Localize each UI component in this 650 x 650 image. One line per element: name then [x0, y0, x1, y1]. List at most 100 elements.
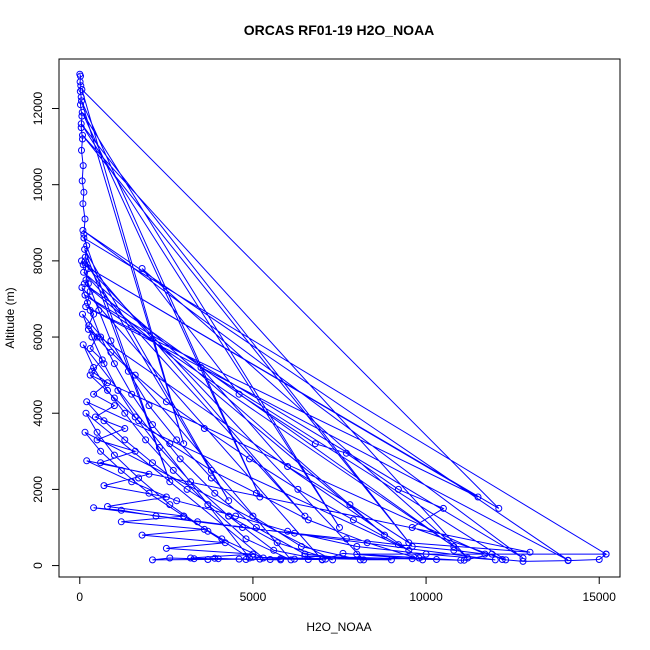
data-point	[519, 557, 527, 565]
data-point	[200, 425, 208, 432]
data-point	[235, 555, 243, 563]
data-point	[86, 345, 94, 352]
data-point	[81, 245, 89, 253]
data-point	[166, 554, 174, 562]
data-point	[91, 413, 99, 421]
data-point	[104, 503, 111, 510]
data-point	[78, 146, 85, 154]
data-point	[249, 550, 257, 558]
data-point	[90, 390, 98, 398]
y-tick-label: 4000	[31, 400, 45, 427]
data-point	[183, 485, 191, 493]
data-point	[422, 550, 430, 558]
data-point	[408, 524, 416, 531]
data-point	[252, 489, 260, 497]
data-point	[180, 440, 188, 448]
data-point	[329, 556, 337, 564]
data-point	[83, 398, 91, 406]
data-point	[79, 310, 86, 318]
data-point	[387, 556, 395, 564]
data-point	[80, 280, 88, 288]
data-point	[242, 556, 250, 563]
data-point	[88, 333, 96, 341]
data-point	[166, 478, 174, 486]
data-point	[235, 390, 243, 398]
y-tick-label: 12000	[31, 92, 45, 126]
data-point	[176, 455, 184, 463]
data-point	[273, 539, 281, 547]
data-point	[107, 337, 115, 345]
y-tick-label: 6000	[31, 323, 45, 350]
data-point	[121, 436, 129, 444]
data-point	[100, 417, 108, 425]
data-point	[287, 556, 295, 564]
data-point	[218, 535, 226, 543]
data-point	[498, 556, 506, 563]
data-point	[495, 504, 503, 512]
data-point	[84, 265, 92, 272]
data-point	[595, 556, 603, 563]
data-point	[86, 371, 94, 379]
data-point	[97, 459, 105, 467]
data-point	[564, 557, 572, 565]
data-point	[242, 535, 250, 543]
data-point	[439, 504, 447, 512]
data-point	[284, 463, 292, 470]
data-point	[80, 188, 88, 196]
data-point	[97, 333, 105, 341]
data-point	[460, 556, 468, 564]
data-point	[80, 230, 88, 238]
data-point	[107, 348, 115, 356]
data-point	[82, 409, 90, 417]
data-point	[90, 364, 98, 371]
data-point	[78, 177, 86, 185]
data-point	[207, 466, 215, 474]
x-axis: 0 5000 10000 15000	[76, 576, 616, 604]
data-point	[419, 556, 427, 564]
data-point	[93, 333, 101, 341]
data-point	[100, 482, 108, 490]
data-point	[84, 280, 92, 288]
data-point	[173, 497, 181, 505]
data-point	[78, 257, 85, 265]
data-point	[259, 554, 267, 562]
data-point	[297, 543, 305, 550]
data-point	[180, 512, 188, 520]
data-point	[93, 436, 101, 444]
plot-frame	[58, 58, 621, 578]
data-point	[342, 449, 350, 457]
data-point	[491, 556, 499, 564]
data-point	[155, 444, 163, 451]
data-point	[78, 112, 86, 120]
data-point	[83, 457, 91, 465]
data-point	[80, 234, 88, 242]
data-point	[187, 554, 195, 562]
data-point	[339, 549, 347, 557]
data-point	[77, 101, 84, 109]
data-point	[169, 466, 177, 474]
data-point	[81, 253, 89, 261]
data-point	[405, 546, 413, 554]
data-point	[128, 390, 136, 398]
data-point	[86, 287, 94, 295]
data-point	[474, 493, 482, 501]
data-point	[394, 485, 402, 493]
data-point	[79, 135, 86, 143]
data-point	[110, 451, 118, 459]
data-point	[450, 546, 458, 554]
data-point	[79, 261, 87, 269]
data-point	[93, 428, 101, 436]
data-point	[131, 413, 139, 421]
data-point	[149, 459, 156, 467]
data-point	[78, 86, 86, 93]
data-point	[450, 543, 458, 550]
data-point	[88, 367, 96, 375]
data-point	[249, 512, 257, 520]
data-point	[408, 555, 416, 563]
data-point	[79, 226, 87, 234]
data-point	[78, 108, 86, 116]
y-tick-label: 10000	[31, 168, 45, 202]
x-tick-label: 10000	[409, 590, 443, 604]
data-point	[166, 440, 174, 448]
data-point	[77, 93, 85, 101]
